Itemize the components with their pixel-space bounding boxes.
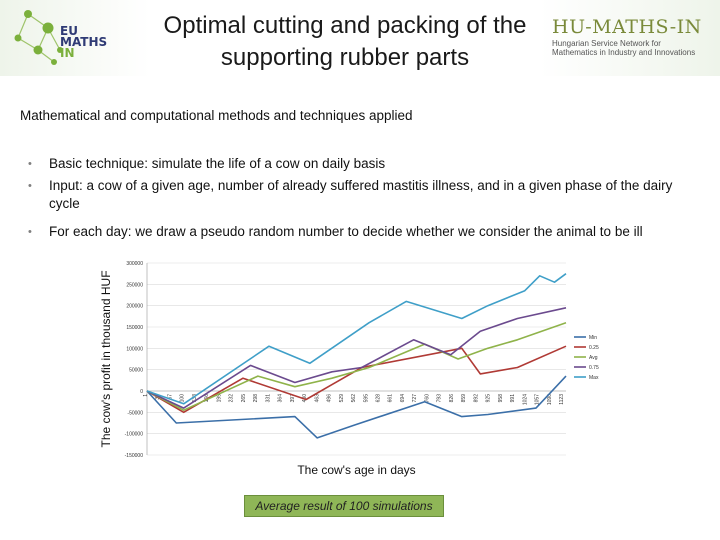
bullet-dot-icon: • bbox=[28, 180, 32, 192]
legend-label: Avg bbox=[589, 355, 598, 361]
x-tick-label: 397 bbox=[290, 394, 296, 403]
x-tick-label: 463 bbox=[314, 394, 320, 403]
x-tick-label: 232 bbox=[229, 394, 235, 403]
x-tick-label: 1123 bbox=[559, 394, 565, 405]
x-tick-label: 958 bbox=[498, 394, 504, 403]
y-tick-label: -50000 bbox=[127, 410, 143, 416]
x-tick-label: 199 bbox=[216, 394, 222, 403]
bullet-dot-icon: • bbox=[28, 158, 32, 170]
y-tick-label: 300000 bbox=[126, 261, 143, 267]
x-tick-label: 859 bbox=[461, 394, 467, 403]
section-heading: Mathematical and computational methods a… bbox=[20, 108, 413, 123]
y-tick-label: -100000 bbox=[125, 432, 144, 438]
legend-label: 0.25 bbox=[589, 345, 599, 351]
x-tick-label: 628 bbox=[375, 394, 381, 403]
hu-logo-subtitle: Hungarian Service Network for Mathematic… bbox=[552, 39, 696, 57]
slide-title: Optimal cutting and packing of the suppo… bbox=[163, 12, 527, 71]
eu-maths-in-logo: EU MATHS IN bbox=[8, 6, 138, 68]
x-tick-label: 826 bbox=[449, 394, 455, 403]
x-tick-label: 100 bbox=[180, 394, 186, 403]
series-line-Max bbox=[146, 273, 567, 405]
x-tick-label: 67 bbox=[167, 394, 173, 400]
series-line-0.75 bbox=[146, 307, 567, 409]
x-tick-label: 727 bbox=[412, 394, 418, 403]
y-tick-label: 150000 bbox=[126, 325, 143, 331]
y-tick-label: 200000 bbox=[126, 304, 143, 310]
x-tick-label: 562 bbox=[351, 394, 357, 403]
network-graph-icon bbox=[14, 10, 63, 65]
bullet-item: • Basic technique: simulate the life of a… bbox=[28, 156, 386, 171]
x-tick-label: 694 bbox=[400, 394, 406, 403]
x-tick-label: 364 bbox=[278, 394, 284, 403]
x-tick-label: 595 bbox=[363, 394, 369, 403]
bullet-list: • Basic technique: simulate the life of a… bbox=[28, 155, 698, 245]
x-tick-label: 892 bbox=[473, 394, 479, 403]
x-tick-label: 331 bbox=[265, 394, 271, 403]
legend-label: Max bbox=[589, 375, 599, 381]
x-tick-label: 496 bbox=[327, 394, 333, 403]
bullet-item: • For each day: we draw a pseudo random n… bbox=[28, 224, 643, 239]
x-tick-label: 133 bbox=[192, 394, 198, 403]
x-tick-label: 760 bbox=[424, 394, 430, 403]
bullet-item: • Input: a cow of a given age, number of … bbox=[28, 178, 673, 211]
profit-line-chart: -150000 -100000 -50000 0 50000 100000 150000 20… bbox=[98, 257, 599, 482]
x-tick-label: 430 bbox=[302, 394, 308, 403]
eu-logo-text: EU MATHS IN bbox=[60, 24, 108, 60]
hu-logo-brand: HU-MATHS-IN bbox=[552, 16, 702, 38]
x-tick-label: 661 bbox=[388, 394, 394, 403]
y-tick-label: 250000 bbox=[126, 282, 143, 288]
x-tick-label: 298 bbox=[253, 394, 259, 403]
chart-svg: -150000 -100000 -50000 0 50000 100000 150000 20… bbox=[99, 261, 599, 477]
legend-label: Min bbox=[589, 335, 597, 341]
x-tick-label: 1 bbox=[143, 394, 149, 397]
x-tick-label: 1090 bbox=[547, 394, 553, 405]
bullet-dot-icon: • bbox=[28, 226, 32, 238]
x-tick-label: 1057 bbox=[535, 394, 541, 405]
x-tick-label: 1024 bbox=[522, 394, 528, 405]
x-tick-label: 925 bbox=[486, 394, 492, 403]
x-axis-title: The cow's age in days bbox=[297, 463, 415, 477]
x-tick-label: 991 bbox=[510, 394, 516, 403]
y-tick-label: 0 bbox=[140, 389, 143, 395]
y-tick-label: 100000 bbox=[126, 346, 143, 352]
y-axis-title: The cow's profit in thousand HUF bbox=[99, 270, 113, 447]
series-line-Avg bbox=[146, 321, 567, 411]
chart-caption: Average result of 100 simulations bbox=[244, 495, 444, 517]
legend-label: 0.75 bbox=[589, 365, 599, 371]
x-tick-label: 529 bbox=[339, 394, 345, 403]
series-line-0.25 bbox=[146, 345, 567, 414]
header-fade-right bbox=[540, 0, 720, 76]
header-band bbox=[0, 0, 720, 76]
series-line-Min bbox=[146, 375, 567, 439]
x-tick-label: 265 bbox=[241, 394, 247, 403]
y-tick-label: -150000 bbox=[125, 453, 144, 459]
y-tick-label: 50000 bbox=[129, 368, 143, 374]
hu-maths-in-logo: HU-MATHS-IN Hungarian Service Network fo… bbox=[552, 17, 712, 65]
x-tick-label: 793 bbox=[437, 394, 443, 403]
